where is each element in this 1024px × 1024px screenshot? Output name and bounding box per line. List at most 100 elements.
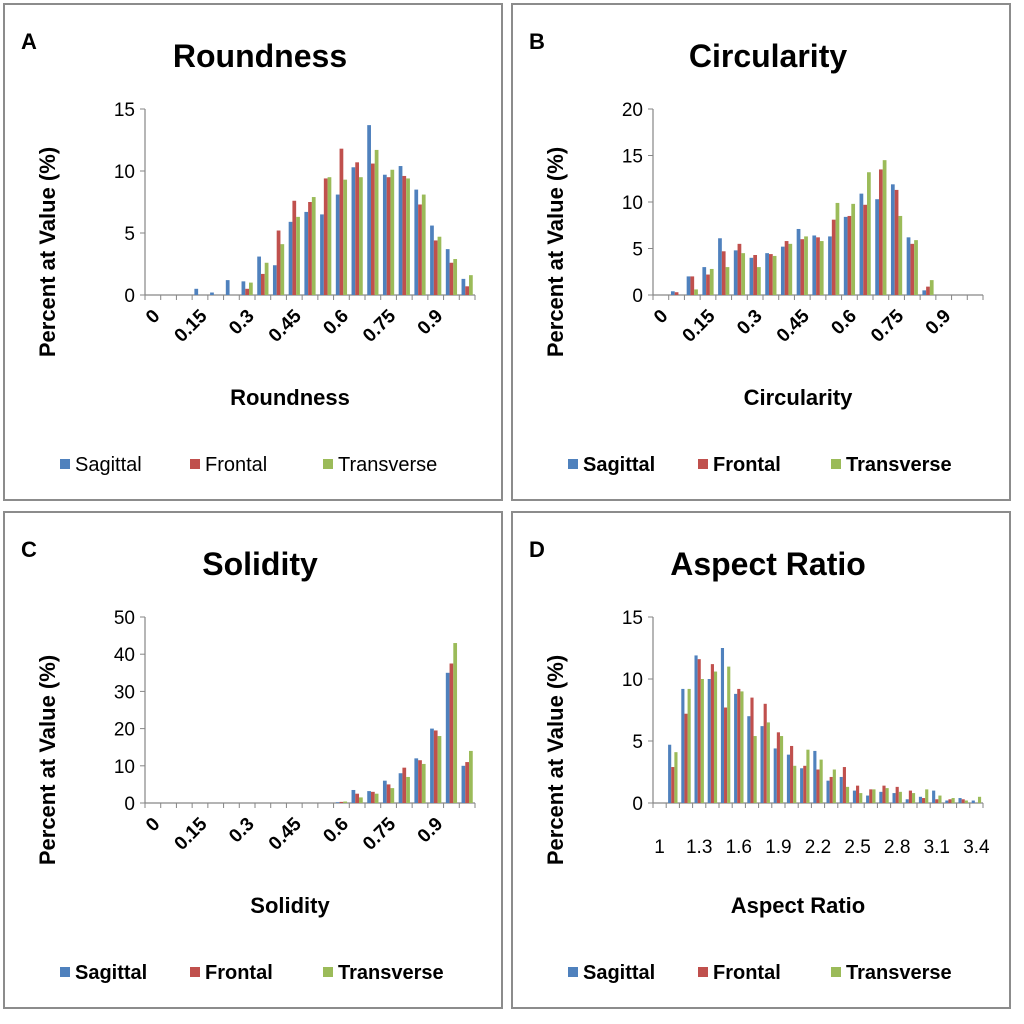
bar-sagittal-0-3 (241, 281, 246, 295)
bar-frontal-0-3 (245, 288, 250, 295)
bar-frontal-0-9 (433, 730, 438, 803)
bar-frontal-0-35 (260, 273, 265, 295)
bar-transverse-0-75 (898, 215, 903, 295)
y-tick-label: 0 (124, 286, 135, 307)
chart-title: Solidity (202, 546, 318, 582)
x-tick-label: 0.6 (319, 306, 353, 340)
x-tick-label: 0.3 (733, 306, 767, 340)
y-tick-label: 30 (114, 682, 135, 703)
x-tick-label: 3.1 (924, 837, 950, 858)
bar-sagittal-1-1 (668, 744, 672, 803)
legend-swatch-transverse (323, 967, 333, 977)
bar-transverse-0-7 (374, 793, 379, 803)
bar-frontal-2-6 (869, 789, 873, 803)
chart-title: Roundness (173, 38, 347, 74)
chart-panel-circularity: B Circularity Percent at Value (%) 0 5 10 15 20… (511, 3, 1011, 501)
bar-transverse-1 (469, 275, 473, 295)
bar-transverse-1-8 (766, 722, 770, 803)
bar-transverse-0-9 (437, 236, 442, 295)
x-tick-label: 0 (650, 306, 672, 328)
bar-sagittal-0-95 (445, 249, 450, 295)
bar-transverse-1-9 (779, 736, 784, 803)
bar-transverse-0-5 (819, 241, 824, 295)
bar-transverse-0-6 (343, 179, 348, 295)
x-tick-label: 2.5 (844, 837, 870, 858)
bar-transverse-0-25 (741, 253, 746, 295)
legend-label-sagittal: Sagittal (583, 454, 655, 476)
bar-frontal-0-35 (768, 254, 773, 295)
bar-frontal-2-2 (816, 769, 820, 803)
bar-frontal-0-2 (721, 251, 726, 295)
bar-sagittal-2-7 (879, 791, 883, 803)
bar-frontal-0-8 (402, 767, 407, 803)
bar-frontal-0-85 (418, 204, 422, 295)
legend-swatch-frontal (698, 967, 708, 977)
x-tick-label: 0.45 (773, 305, 814, 346)
bar-sagittal-0-25 (733, 250, 738, 295)
x-tick-label: 0.45 (265, 305, 306, 346)
x-tick-label: 0.9 (414, 306, 448, 340)
bar-frontal-1 (465, 286, 470, 295)
bar-frontal-1 (465, 762, 470, 803)
bar-frontal-1-3 (697, 659, 701, 803)
bar-frontal-0-95 (449, 262, 454, 295)
bar-sagittal-1-7 (747, 716, 751, 803)
bar-transverse-1 (469, 750, 473, 803)
circularity-chart: B Circularity Percent at Value (%) 0 5 10 15 20… (529, 29, 984, 476)
x-tick-label: 0.6 (319, 814, 353, 848)
bar-transverse-3-3 (964, 800, 968, 803)
y-tick-label: 0 (124, 794, 135, 815)
bar-sagittal-1-4 (707, 679, 711, 803)
legend-label-frontal: Frontal (205, 962, 273, 984)
bar-transverse-1-6 (740, 691, 744, 803)
chart-title: Aspect Ratio (670, 546, 866, 582)
legend-label-frontal: Frontal (713, 454, 781, 476)
bar-sagittal-0-75 (382, 174, 387, 295)
legend-swatch-transverse (323, 459, 333, 469)
bar-transverse-0-8 (406, 776, 410, 803)
bar-transverse-0-75 (390, 788, 395, 803)
bar-sagittal-0-75 (382, 780, 387, 803)
bar-transverse-3-2 (951, 798, 955, 803)
bar-frontal-0-7 (878, 169, 883, 295)
bar-frontal-0-6 (339, 801, 344, 803)
bar-transverse-0-9 (437, 736, 442, 803)
bar-frontal-0-85 (926, 286, 930, 295)
x-tick-label: 1.6 (726, 837, 752, 858)
legend: Sagittal Frontal Transverse (60, 962, 444, 984)
figure-grid: A Roundness Percent at Value (%) 0 5 10 15 0 0.1… (3, 3, 1019, 1019)
chart-panel-aspect-ratio: D Aspect Ratio Percent at Value (%) 0 5 10 15 1… (511, 511, 1011, 1009)
y-axis-label: Percent at Value (%) (35, 655, 60, 865)
bar-transverse-2-9 (911, 793, 916, 803)
y-tick-label: 0 (632, 794, 643, 815)
bar-sagittal-0-7 (875, 199, 879, 295)
bar-sagittal-0-8 (906, 237, 911, 295)
bar-frontal-0-7 (370, 791, 375, 803)
bar-transverse-2-7 (885, 788, 889, 803)
x-tick-label: 0.75 (359, 813, 400, 854)
bar-sagittal-0-7 (367, 791, 371, 803)
bar-sagittal-0-65 (351, 789, 356, 803)
bar-sagittal-1 (461, 278, 466, 295)
x-tick-label: 0 (142, 306, 164, 328)
legend-label-transverse: Transverse (846, 962, 952, 984)
y-tick-label: 5 (632, 240, 643, 261)
bar-sagittal-0-55 (828, 236, 832, 295)
bar-transverse-0-7 (882, 160, 887, 295)
bar-sagittal-0-2 (718, 238, 722, 295)
legend: Sagittal Frontal Transverse (60, 454, 437, 476)
bar-transverse-0-4 (788, 243, 793, 295)
y-tick-label: 10 (622, 670, 643, 691)
bar-sagittal-1-9 (773, 748, 777, 803)
bar-sagittal-0-95 (445, 672, 450, 803)
bar-sagittal-3-3 (958, 798, 962, 803)
bar-sagittal-0-5 (812, 235, 817, 295)
y-tick-label: 40 (114, 645, 135, 666)
x-tick-label: 2.8 (884, 837, 910, 858)
bar-transverse-0-45 (804, 236, 808, 295)
bar-frontal-0-95 (449, 663, 454, 803)
bar-sagittal-2-8 (892, 793, 896, 803)
bar-sagittal-0-55 (320, 214, 324, 295)
bar-frontal-0-4 (784, 241, 789, 295)
bar-frontal-1-6 (737, 688, 741, 803)
